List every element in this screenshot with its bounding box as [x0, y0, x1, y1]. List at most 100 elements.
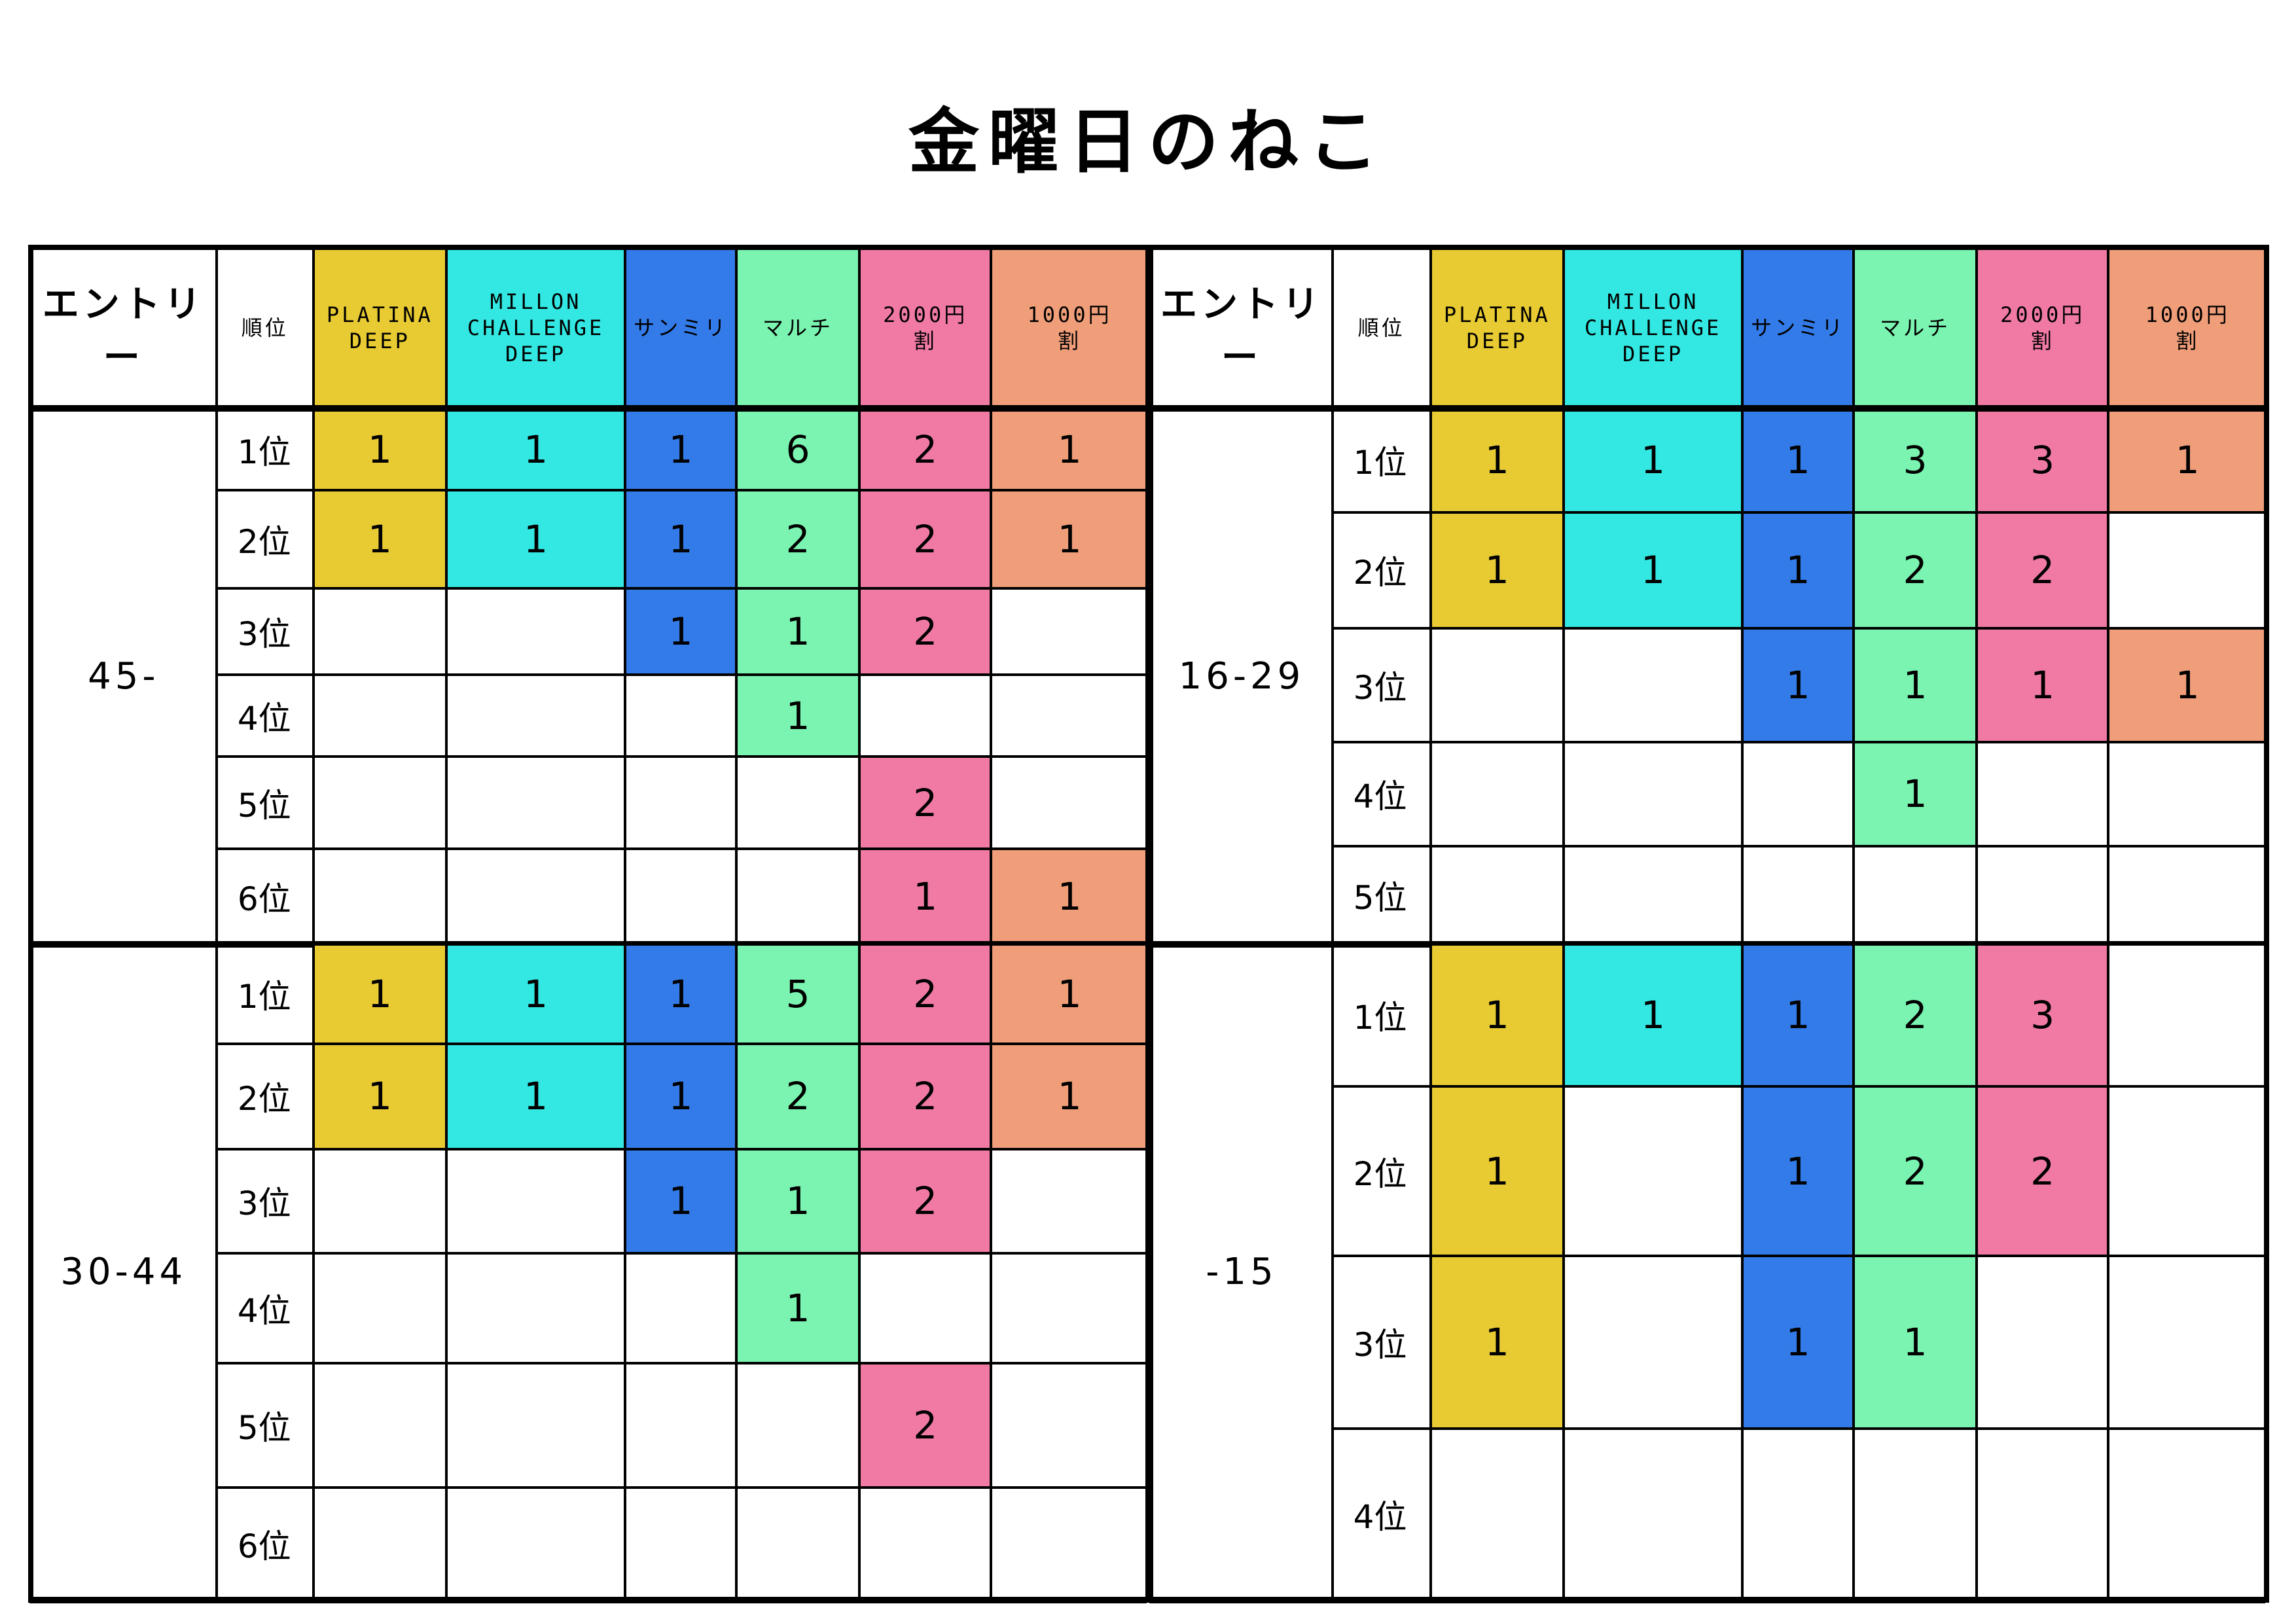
- data-cell: [445, 1148, 627, 1255]
- rank-label: 4位: [215, 1251, 315, 1364]
- data-cell: [445, 1486, 627, 1602]
- rank-label: 4位: [1331, 741, 1432, 847]
- header-entry: エントリー: [1149, 245, 1334, 410]
- data-cell: [445, 847, 627, 946]
- data-cell: 6: [735, 406, 861, 492]
- data-cell: 1: [312, 1042, 448, 1150]
- data-cell: [858, 673, 993, 758]
- data-cell: [735, 1486, 861, 1602]
- header-rank: 順位: [1331, 245, 1432, 410]
- data-cell: 1: [1741, 626, 1856, 744]
- data-cell: [858, 1486, 993, 1602]
- data-cell: [1741, 844, 1856, 946]
- data-cell: [2107, 510, 2268, 630]
- data-cell: [2107, 741, 2268, 847]
- data-cell: [312, 1361, 448, 1489]
- data-cell: 5: [735, 942, 861, 1045]
- header-entry: エントリー: [29, 245, 218, 410]
- data-cell: 1: [1852, 1255, 1979, 1431]
- data-cell: 2: [735, 1042, 861, 1150]
- data-cell: 1: [1852, 626, 1979, 744]
- rank-label: 3位: [1331, 626, 1432, 744]
- rank-label: 2位: [1331, 510, 1432, 630]
- data-cell: [990, 755, 1149, 851]
- data-cell: [990, 673, 1149, 758]
- rank-label: 3位: [1331, 1255, 1432, 1431]
- data-cell: [735, 1361, 861, 1489]
- rank-label: 1位: [215, 406, 315, 492]
- data-cell: [312, 1486, 448, 1602]
- data-cell: 1: [1562, 406, 1744, 514]
- data-cell: [1975, 1427, 2110, 1602]
- data-cell: [2107, 942, 2268, 1088]
- data-cell: [312, 1251, 448, 1364]
- data-cell: [1562, 844, 1744, 946]
- data-cell: [1562, 741, 1744, 847]
- header-column: マルチ: [735, 245, 861, 410]
- data-cell: [990, 1361, 1149, 1489]
- data-cell: [1562, 626, 1744, 744]
- header-column: 2000円 割: [1975, 245, 2110, 410]
- data-cell: [990, 1486, 1149, 1602]
- data-cell: [624, 673, 738, 758]
- group-divider: [1149, 1597, 2265, 1604]
- rank-label: 4位: [215, 673, 315, 758]
- data-cell: [624, 1486, 738, 1602]
- data-cell: 1: [990, 489, 1149, 590]
- data-cell: [1975, 1255, 2110, 1431]
- data-cell: [1562, 1255, 1744, 1431]
- data-cell: 1: [858, 847, 993, 946]
- data-cell: [1562, 1084, 1744, 1258]
- data-cell: [624, 1251, 738, 1364]
- data-cell: 1: [990, 847, 1149, 946]
- entry-group-label: -15: [1149, 942, 1334, 1602]
- rank-label: 3位: [215, 1148, 315, 1255]
- page-title: 金曜日のねこ: [908, 101, 1388, 183]
- rank-label: 3位: [215, 587, 315, 677]
- data-cell: 1: [1429, 1255, 1566, 1431]
- data-cell: 1: [1741, 1255, 1856, 1431]
- data-cell: [858, 1251, 993, 1364]
- rank-label: 4位: [1331, 1427, 1432, 1602]
- data-cell: 1: [624, 942, 738, 1045]
- data-cell: 2: [1852, 1084, 1979, 1258]
- data-cell: 2: [858, 942, 993, 1045]
- rank-label: 1位: [215, 942, 315, 1045]
- data-cell: [624, 755, 738, 851]
- data-cell: 2: [1975, 510, 2110, 630]
- data-cell: 1: [1562, 942, 1744, 1088]
- data-cell: [1429, 1427, 1566, 1602]
- data-cell: 1: [1562, 510, 1744, 630]
- data-cell: 1: [624, 1042, 738, 1150]
- data-cell: 1: [735, 673, 861, 758]
- data-cell: 1: [1429, 406, 1566, 514]
- data-cell: [735, 847, 861, 946]
- data-cell: 1: [624, 1148, 738, 1255]
- data-cell: 1: [312, 942, 448, 1045]
- data-cell: [312, 1148, 448, 1255]
- data-cell: [990, 1148, 1149, 1255]
- data-cell: 3: [1852, 406, 1979, 514]
- data-cell: [2107, 1255, 2268, 1431]
- data-cell: 1: [735, 587, 861, 677]
- data-cell: [2107, 1084, 2268, 1258]
- header-column: PLATINA DEEP: [1429, 245, 1566, 410]
- data-cell: 2: [735, 489, 861, 590]
- header-column: 2000円 割: [858, 245, 993, 410]
- data-cell: 1: [445, 1042, 627, 1150]
- group-divider: [29, 1597, 1147, 1604]
- data-cell: 2: [858, 406, 993, 492]
- header-rank: 順位: [215, 245, 315, 410]
- header-column: MILLON CHALLENGE DEEP: [1562, 245, 1744, 410]
- rank-label: 5位: [215, 755, 315, 851]
- data-cell: [990, 1251, 1149, 1364]
- data-cell: 1: [735, 1251, 861, 1364]
- data-cell: 1: [312, 489, 448, 590]
- data-cell: [990, 587, 1149, 677]
- data-cell: 1: [624, 489, 738, 590]
- data-cell: [445, 587, 627, 677]
- data-cell: [624, 847, 738, 946]
- entry-group-label: 45-: [29, 406, 218, 946]
- data-cell: 1: [735, 1148, 861, 1255]
- data-cell: 2: [858, 755, 993, 851]
